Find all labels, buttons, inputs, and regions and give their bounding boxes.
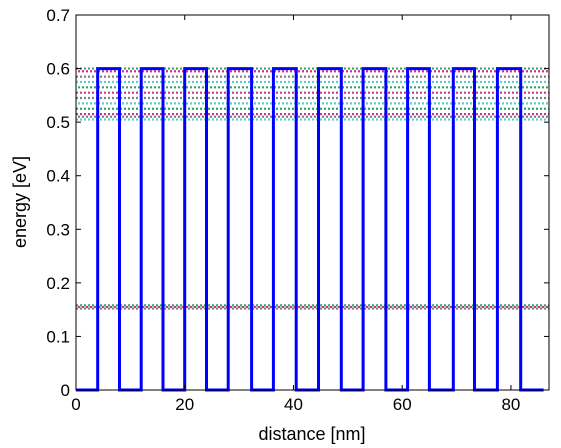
x-tick-label: 0 bbox=[71, 395, 80, 414]
y-tick-label: 0.7 bbox=[46, 6, 70, 25]
y-tick-label: 0.1 bbox=[46, 327, 70, 346]
y-tick-label: 0.2 bbox=[46, 274, 70, 293]
y-tick-label: 0.5 bbox=[46, 113, 70, 132]
y-axis-title: energy [eV] bbox=[10, 156, 30, 248]
x-axis-title: distance [nm] bbox=[258, 424, 365, 444]
x-tick-label: 40 bbox=[284, 395, 303, 414]
x-tick-label: 20 bbox=[175, 395, 194, 414]
y-tick-label: 0.3 bbox=[46, 220, 70, 239]
y-tick-label: 0 bbox=[61, 381, 70, 400]
x-tick-label: 80 bbox=[501, 395, 520, 414]
y-tick-label: 0.4 bbox=[46, 167, 70, 186]
x-tick-label: 60 bbox=[393, 395, 412, 414]
y-tick-label: 0.6 bbox=[46, 60, 70, 79]
